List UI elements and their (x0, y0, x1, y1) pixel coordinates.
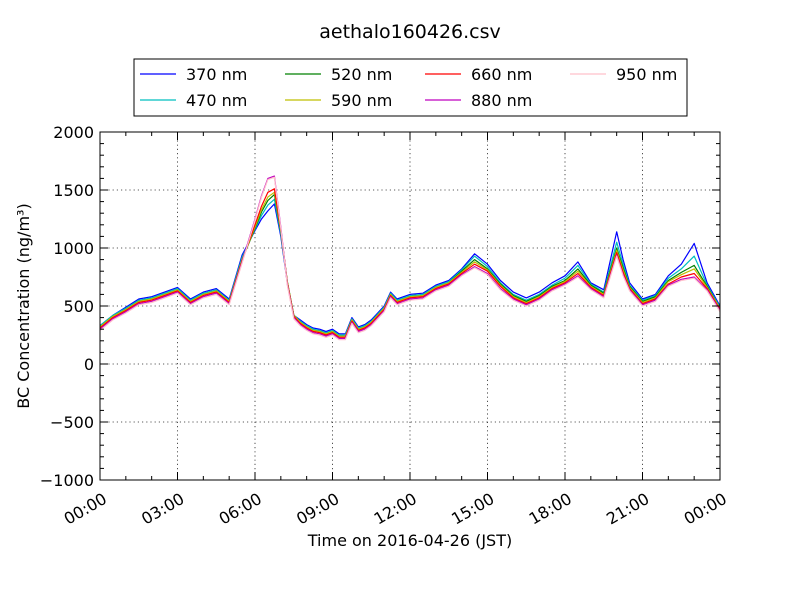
series-layer (100, 175, 720, 341)
legend-label: 950 nm (616, 65, 677, 84)
x-axis-label: Time on 2016-04-26 (JST) (307, 531, 512, 550)
y-tick-label: 0 (84, 355, 94, 374)
y-tick-label: −500 (50, 413, 94, 432)
grid (100, 132, 720, 480)
x-tick-label: 00:00 (61, 489, 110, 529)
series-line-880-nm (100, 175, 720, 340)
x-tick-label: 18:00 (526, 489, 575, 529)
x-tick-label: 09:00 (293, 489, 342, 529)
series-line-590-nm (100, 191, 720, 337)
x-tick-label: 12:00 (371, 489, 420, 529)
y-tick-label: 500 (63, 297, 94, 316)
legend-label: 590 nm (331, 91, 392, 110)
y-tick-label: 1000 (53, 239, 94, 258)
series-line-520-nm (100, 194, 720, 337)
y-axis-label: BC Concentration (ng/m³) (14, 203, 33, 408)
legend-label: 520 nm (331, 65, 392, 84)
x-tick-label: 06:00 (216, 489, 265, 529)
chart-title: aethalo160426.csv (319, 21, 501, 43)
series-line-370-nm (100, 203, 720, 335)
ticks: −1000 −500 0 500 1000 1500 2000 00:00 03:00 06:00… (40, 123, 730, 529)
legend-item: 520 nm (285, 65, 392, 84)
legend-item: 880 nm (425, 91, 532, 110)
y-tick-label: 2000 (53, 123, 94, 142)
x-tick-label: 21:00 (603, 489, 652, 529)
legend-item: 660 nm (425, 65, 532, 84)
legend-frame (133, 58, 688, 117)
y-tick-label: 1500 (53, 181, 94, 200)
legend-label: 470 nm (186, 91, 247, 110)
x-tick-label: 15:00 (448, 489, 497, 529)
x-tick-label: 00:00 (681, 489, 730, 529)
legend-label: 370 nm (186, 65, 247, 84)
legend-label: 880 nm (471, 91, 532, 110)
legend-label: 660 nm (471, 65, 532, 84)
y-tick-label: −1000 (40, 471, 94, 490)
legend-item: 950 nm (570, 65, 677, 84)
series-line-950-nm (100, 176, 720, 341)
legend-item: 370 nm (140, 65, 247, 84)
legend-item: 470 nm (140, 91, 247, 110)
legend: 370 nm 470 nm 520 nm 590 nm 660 nm 880 nm 950 … (133, 58, 688, 117)
legend-item: 590 nm (285, 91, 392, 110)
x-tick-label: 03:00 (138, 489, 187, 529)
